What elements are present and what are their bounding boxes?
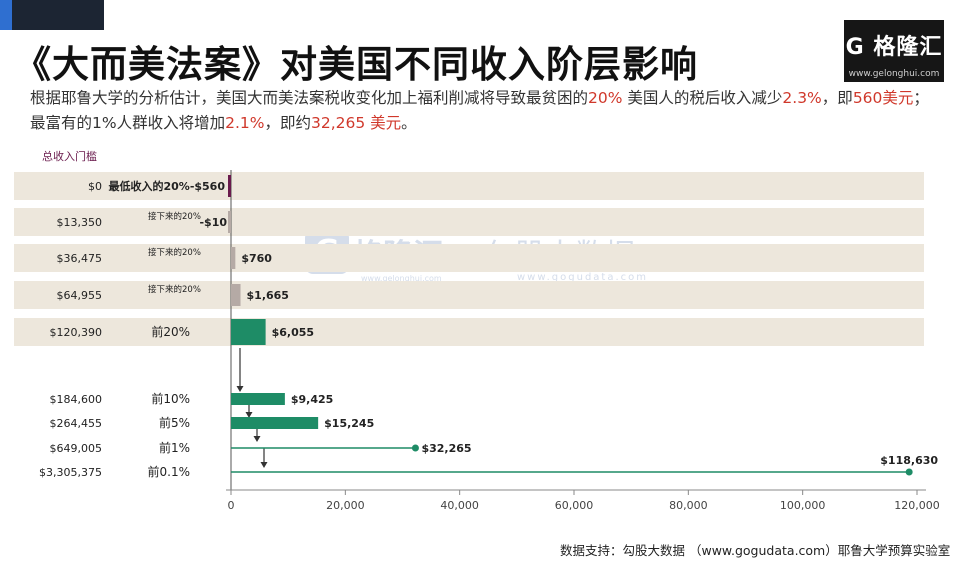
x-tick-label: 60,000 [555, 499, 594, 512]
x-tick-label: 0 [228, 499, 235, 512]
watermark-url-2: www.gogudata.com [517, 272, 649, 283]
group-label: 前10% [151, 391, 190, 406]
row-band [14, 208, 924, 236]
x-tick-label: 80,000 [669, 499, 708, 512]
group-label: 前1% [159, 440, 190, 455]
bar [231, 284, 241, 306]
subtitle-text: 根据耶鲁大学的分析估计，美国大而美法案税收变化加上福利削减将导致最贫困的 [30, 89, 589, 107]
value-label: $118,630 [880, 454, 938, 467]
subtitle-text: 美国人的税后收入减少 [622, 89, 783, 107]
value-label: $9,425 [291, 393, 333, 406]
row-band [14, 244, 924, 272]
row-band [14, 318, 924, 346]
group-label: 前5% [159, 415, 190, 430]
subtitle-highlight: 20% [588, 89, 623, 107]
threshold-label: $64,955 [57, 289, 103, 302]
subtitle-text: 。 [401, 114, 417, 132]
bar [228, 175, 231, 197]
threshold-label: $3,305,375 [39, 466, 102, 479]
page-title: 《大而美法案》对美国不同收入阶层影响 [14, 43, 698, 86]
value-label: $15,245 [324, 417, 374, 430]
x-tick-label: 20,000 [326, 499, 365, 512]
bar [231, 417, 319, 429]
arrow-head-icon [245, 412, 253, 418]
x-tick-label: 40,000 [440, 499, 479, 512]
group-label: 前20% [151, 324, 190, 339]
threshold-label: $120,390 [50, 326, 103, 339]
threshold-label: $649,005 [50, 442, 103, 455]
bar [231, 247, 236, 269]
arrow-head-icon [253, 436, 261, 442]
brand-name: G 格隆汇 [845, 35, 943, 60]
threshold-label: $0 [88, 180, 102, 193]
group-label: 接下来的20% [148, 211, 201, 222]
threshold-label: $184,600 [50, 393, 103, 406]
chart-subtitle: 根据耶鲁大学的分析估计，美国大而美法案税收变化加上福利削减将导致最贫困的20% … [30, 86, 940, 136]
bar [231, 319, 266, 345]
group-value-label: 最低收入的20%-$560 [108, 179, 225, 193]
threshold-column-header: 总收入门槛 [42, 149, 97, 163]
row-band [14, 281, 924, 309]
brand-logo: G 格隆汇 www.gelonghui.com [844, 20, 944, 82]
arrow-head-icon [260, 462, 268, 468]
subtitle-highlight: 2.3% [782, 89, 822, 107]
data-source: 数据支持：勾股大数据 （www.gogudata.com）耶鲁大学预算实验室 [560, 543, 951, 558]
value-label: $32,265 [421, 442, 471, 455]
subtitle-highlight: 560美元 [852, 89, 914, 107]
value-label: $6,055 [272, 326, 314, 339]
value-label: $1,665 [247, 289, 289, 302]
arrow-head-icon [236, 386, 244, 392]
x-tick-label: 120,000 [894, 499, 940, 512]
subtitle-highlight: 32,265 美元 [311, 114, 402, 132]
corner-accent [0, 0, 104, 30]
value-label: -$10 [199, 216, 227, 229]
subtitle-text: ；最富有的1%人群收入将增加 [30, 89, 929, 132]
bar [228, 211, 231, 233]
subtitle-text: ，即约 [264, 114, 311, 132]
lollipop-dot [411, 444, 419, 452]
subtitle-highlight: 2.1% [225, 114, 265, 132]
lollipop-dot [905, 468, 913, 476]
group-label: 接下来的20% [148, 247, 201, 258]
x-tick-label: 100,000 [780, 499, 826, 512]
threshold-label: $36,475 [57, 252, 103, 265]
brand-url: www.gelonghui.com [848, 69, 940, 79]
value-label: $760 [241, 252, 272, 265]
bar [231, 393, 285, 405]
group-label: 前0.1% [148, 464, 191, 479]
row-band [14, 172, 924, 200]
subtitle-text: ，即 [821, 89, 853, 107]
group-label: 接下来的20% [148, 284, 201, 295]
threshold-label: $13,350 [57, 216, 103, 229]
watermark-url: www.gelonghui.com [361, 274, 442, 283]
threshold-label: $264,455 [50, 417, 103, 430]
